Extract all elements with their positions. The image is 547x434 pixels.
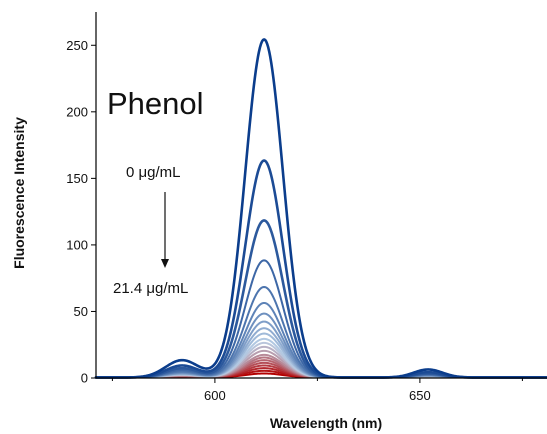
spectrum-line-5 [95, 285, 547, 379]
ticks-layer: 0 50 100 150 200 250 600 650 [66, 38, 523, 403]
x-axis-title: Wavelength (nm) [270, 415, 382, 431]
spectrum-line-3 [94, 219, 547, 379]
concentration-start-label: 0 μg/mL [126, 164, 181, 181]
spectrum-line-2 [94, 159, 547, 379]
analyte-label: Phenol [107, 86, 204, 121]
axes-layer [95, 12, 547, 379]
y-tick-label: 0 [81, 371, 88, 386]
concentration-arrow-head [161, 259, 169, 268]
y-tick-label: 50 [74, 304, 88, 319]
y-tick-label: 250 [66, 38, 88, 53]
y-tick-label: 150 [66, 171, 88, 186]
y-axis-title: Fluorescence Intensity [11, 117, 27, 269]
spectrum-line-1 [94, 38, 547, 379]
concentration-end-label: 21.4 μg/mL [113, 280, 188, 297]
spectrum-line-4 [95, 259, 547, 379]
y-tick-label: 200 [66, 104, 88, 119]
y-tick-label: 100 [66, 237, 88, 252]
spectrum-line-6 [95, 301, 547, 379]
x-tick-label: 650 [409, 388, 431, 403]
x-tick-label: 600 [204, 388, 226, 403]
